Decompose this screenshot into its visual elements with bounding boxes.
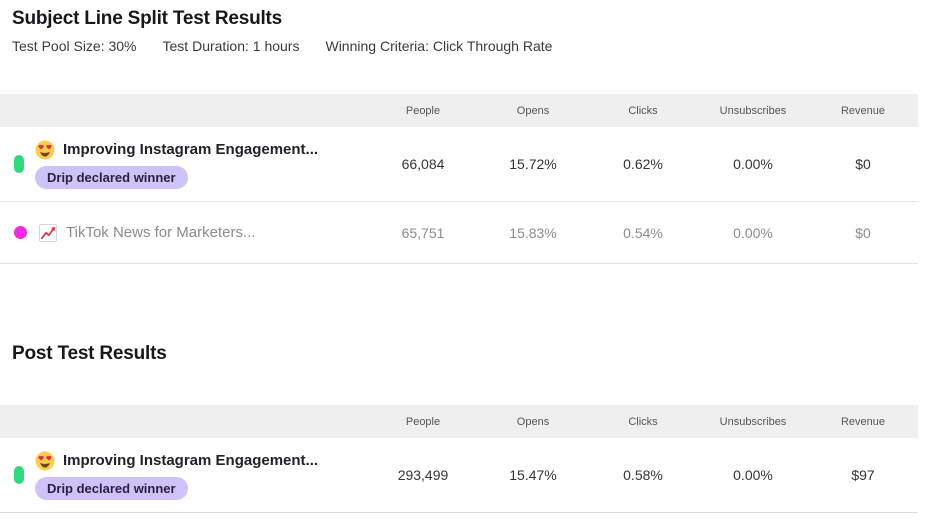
table-row-subject-winner[interactable]: Improving Instagram Engagement... Drip d… <box>0 127 918 202</box>
status-dot-green <box>14 466 24 484</box>
cell-opens: 15.83% <box>509 224 557 241</box>
column-header-unsubscribes: Unsubscribes <box>719 415 787 428</box>
subject-test-section: Subject Line Split Test Results Test Poo… <box>0 8 928 264</box>
post-test-title: Post Test Results <box>12 343 167 364</box>
column-header-revenue: Revenue <box>840 415 886 428</box>
cell-unsubscribes: 0.00% <box>733 467 773 483</box>
column-header-clicks: Clicks <box>628 415 658 428</box>
cell-people: 293,499 <box>397 467 449 483</box>
variant-name: Improving Instagram Engagement... <box>63 140 319 158</box>
cell-people: 66,084 <box>401 156 445 172</box>
variant-name-line: Improving Instagram Engagement... <box>35 140 318 160</box>
cell-unsubscribes: 0.00% <box>733 224 773 241</box>
cell-clicks: 0.58% <box>623 467 663 483</box>
variant-name-block: TikTok News for Marketers... <box>38 223 255 243</box>
cell-revenue: $0 <box>855 156 871 172</box>
variant-name-line: Improving Instagram Engagement... <box>35 451 318 471</box>
chart-increasing-emoji <box>38 223 58 242</box>
cell-opens: 15.72% <box>509 156 557 172</box>
column-header-clicks: Clicks <box>628 104 658 117</box>
variant-name-line: TikTok News for Marketers... <box>38 223 255 243</box>
table-row-post-winner[interactable]: Improving Instagram Engagement... Drip d… <box>0 438 918 513</box>
test-duration: Test Duration: 1 hours <box>162 38 300 54</box>
variant-name-cell: Improving Instagram Engagement... Drip d… <box>0 451 368 500</box>
variant-name-block: Improving Instagram Engagement... Drip d… <box>35 451 318 500</box>
heart-eyes-emoji <box>35 451 55 470</box>
cell-people: 65,751 <box>401 224 445 241</box>
cell-unsubscribes: 0.00% <box>733 156 773 172</box>
test-pool-size: Test Pool Size: 30% <box>12 38 137 54</box>
column-header-unsubscribes: Unsubscribes <box>719 104 787 117</box>
winning-criteria: Winning Criteria: Click Through Rate <box>325 38 553 54</box>
table-row-subject-loser[interactable]: TikTok News for Marketers... 65,751 15.8… <box>0 202 918 264</box>
cell-opens: 15.47% <box>509 467 557 483</box>
status-dot-pink <box>14 226 27 239</box>
variant-name-block: Improving Instagram Engagement... Drip d… <box>35 140 318 189</box>
status-dot-green <box>14 155 24 173</box>
subject-test-table-header: People Opens Clicks Unsubscribes Revenue <box>0 94 918 127</box>
test-meta: Test Pool Size: 30% Test Duration: 1 hou… <box>12 38 928 55</box>
post-test-table-header: People Opens Clicks Unsubscribes Revenue <box>0 405 918 438</box>
subject-test-table: People Opens Clicks Unsubscribes Revenue <box>0 94 918 264</box>
variant-name-cell: Improving Instagram Engagement... Drip d… <box>0 140 368 189</box>
column-header-revenue: Revenue <box>840 104 886 117</box>
variant-name: TikTok News for Marketers... <box>66 223 256 241</box>
heart-eyes-emoji <box>35 140 55 159</box>
winner-badge: Drip declared winner <box>35 165 188 189</box>
variant-name-cell: TikTok News for Marketers... <box>0 223 368 243</box>
cell-revenue: $0 <box>855 224 871 241</box>
subject-test-title: Subject Line Split Test Results <box>12 8 283 29</box>
variant-name: Improving Instagram Engagement... <box>63 451 319 469</box>
column-header-people: People <box>405 104 441 117</box>
post-test-table: People Opens Clicks Unsubscribes Revenue <box>0 405 918 513</box>
winner-badge: Drip declared winner <box>35 476 188 500</box>
column-header-opens: Opens <box>516 415 550 428</box>
cell-clicks: 0.54% <box>623 224 663 241</box>
cell-clicks: 0.62% <box>623 156 663 172</box>
post-test-section: Post Test Results People Opens Clicks Un… <box>0 342 928 513</box>
column-header-people: People <box>405 415 441 428</box>
column-header-opens: Opens <box>516 104 550 117</box>
cell-revenue: $97 <box>851 467 875 483</box>
